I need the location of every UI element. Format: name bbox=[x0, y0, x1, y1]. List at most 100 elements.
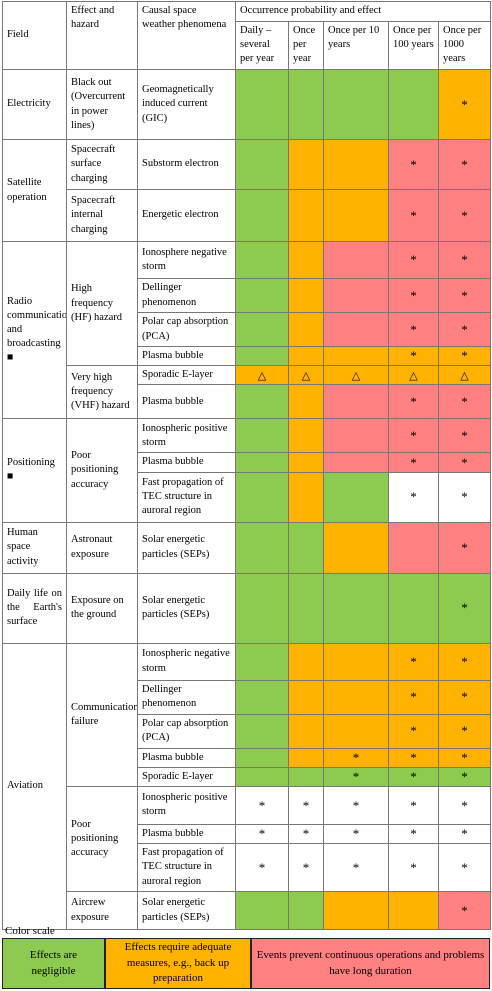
probability-cell bbox=[388, 521, 439, 574]
probability-cell: * bbox=[437, 747, 492, 768]
probability-cell bbox=[235, 418, 289, 454]
effect-cell: Communication failure bbox=[66, 642, 138, 787]
asterisk-mark: * bbox=[410, 156, 417, 172]
probability-cell: * bbox=[323, 843, 389, 893]
probability-cell bbox=[388, 572, 439, 644]
probability-cell: * bbox=[323, 766, 389, 787]
asterisk-mark: * bbox=[461, 797, 468, 813]
legend-prevent: Events prevent continuous operations and… bbox=[251, 938, 490, 989]
probability-cell: * bbox=[437, 843, 492, 893]
effect-cell: Astronaut exposure bbox=[66, 521, 138, 574]
probability-cell: * bbox=[437, 642, 492, 681]
phenomenon-cell: Ionospheric negative storm bbox=[137, 642, 236, 681]
asterisk-mark: * bbox=[302, 797, 310, 813]
phenomenon-cell: Ionospheric positive storm bbox=[137, 418, 236, 454]
probability-cell bbox=[323, 345, 389, 367]
effect-cell: Exposure on the ground bbox=[66, 572, 138, 644]
probability-cell bbox=[235, 891, 289, 931]
asterisk-mark: * bbox=[410, 252, 417, 268]
probability-cell: * bbox=[388, 139, 439, 190]
header-causal: Causal space weather phenomena bbox=[137, 1, 236, 70]
effect-cell: Spacecraft surface charging bbox=[66, 139, 138, 190]
phenomenon-cell: Solar energetic particles (SEPs) bbox=[137, 572, 236, 644]
triangle-mark: △ bbox=[409, 370, 418, 383]
space-weather-hazard-table: Field Effect and hazard Causal space wea… bbox=[2, 1, 492, 931]
phenomenon-cell: Polar cap absorption (PCA) bbox=[137, 312, 236, 347]
probability-cell bbox=[288, 189, 324, 242]
probability-cell bbox=[323, 241, 389, 279]
field-daily-life: Daily life on the Earth's surface bbox=[2, 572, 67, 644]
probability-cell bbox=[323, 384, 389, 420]
asterisk-mark: * bbox=[461, 287, 468, 303]
probability-cell: * bbox=[388, 312, 439, 347]
probability-cell bbox=[235, 471, 289, 523]
triangle-mark: △ bbox=[257, 370, 267, 383]
probability-cell bbox=[288, 241, 324, 279]
probability-cell: * bbox=[437, 69, 492, 140]
asterisk-mark: * bbox=[410, 348, 417, 364]
phenomenon-cell: Plasma bubble bbox=[137, 384, 236, 420]
phenomenon-cell: Solar energetic particles (SEPs) bbox=[137, 521, 236, 574]
probability-cell bbox=[288, 766, 324, 787]
phenomenon-cell: Fast propagation of TEC structure in aur… bbox=[137, 471, 236, 523]
asterisk-mark: * bbox=[410, 749, 417, 765]
probability-cell: * bbox=[388, 241, 439, 279]
phenomenon-cell: Ionosphere negative storm bbox=[137, 241, 236, 279]
legend-measures: Effects require adequate measures, e.g.,… bbox=[105, 938, 251, 989]
probability-cell bbox=[323, 139, 389, 190]
probability-cell: * bbox=[323, 785, 389, 825]
probability-cell bbox=[323, 713, 389, 749]
probability-cell bbox=[288, 69, 324, 140]
probability-cell: * bbox=[437, 278, 492, 313]
asterisk-mark: * bbox=[461, 321, 468, 337]
header-effect: Effect and hazard bbox=[66, 1, 138, 70]
probability-cell bbox=[323, 278, 389, 313]
asterisk-mark: * bbox=[410, 689, 417, 705]
asterisk-mark: * bbox=[258, 859, 266, 875]
asterisk-mark: * bbox=[461, 902, 468, 918]
probability-cell: * bbox=[388, 843, 439, 893]
effect-cell: Aircrew exposure bbox=[66, 891, 138, 931]
asterisk-mark: * bbox=[461, 826, 468, 842]
probability-cell bbox=[323, 189, 389, 242]
probability-cell: * bbox=[437, 471, 492, 523]
phenomenon-cell: Solar energetic particles (SEPs) bbox=[137, 891, 236, 931]
probability-cell bbox=[235, 312, 289, 347]
header-freq-10yr: Once per 10 years bbox=[323, 21, 389, 70]
probability-cell bbox=[388, 69, 439, 140]
phenomenon-cell: Plasma bubble bbox=[137, 747, 236, 768]
probability-cell: * bbox=[388, 471, 439, 523]
probability-cell bbox=[235, 679, 289, 715]
phenomenon-cell: Sporadic E-layer bbox=[137, 766, 236, 787]
probability-cell bbox=[288, 521, 324, 574]
probability-cell: * bbox=[388, 766, 439, 787]
asterisk-mark: * bbox=[352, 769, 360, 784]
probability-cell: △ bbox=[388, 365, 439, 386]
probability-cell bbox=[288, 384, 324, 420]
asterisk-mark: * bbox=[352, 859, 360, 875]
asterisk-mark: * bbox=[352, 797, 360, 813]
asterisk-mark: * bbox=[461, 428, 468, 444]
asterisk-mark: * bbox=[461, 859, 468, 875]
header-freq-daily: Daily –several per year bbox=[235, 21, 289, 70]
probability-cell bbox=[235, 521, 289, 574]
field-electricity: Electricity bbox=[2, 69, 67, 140]
probability-cell bbox=[235, 69, 289, 140]
probability-cell: * bbox=[437, 713, 492, 749]
phenomenon-cell: Ionospheric positive storm bbox=[137, 785, 236, 825]
field-positioning: Positioning ■ bbox=[2, 418, 67, 523]
header-occurrence: Occurrence probability and effect bbox=[234, 1, 492, 22]
phenomenon-cell: Plasma bubble bbox=[137, 345, 236, 367]
probability-cell: △ bbox=[288, 365, 324, 386]
probability-cell: * bbox=[437, 521, 492, 574]
probability-cell bbox=[235, 572, 289, 644]
asterisk-mark: * bbox=[461, 96, 468, 112]
probability-cell bbox=[235, 384, 289, 420]
probability-cell: * bbox=[437, 766, 492, 787]
probability-cell bbox=[235, 189, 289, 242]
asterisk-mark: * bbox=[410, 489, 417, 505]
probability-cell: * bbox=[388, 189, 439, 242]
color-scale-title: Color scale bbox=[5, 925, 55, 937]
probability-cell: * bbox=[388, 642, 439, 681]
asterisk-mark: * bbox=[461, 348, 468, 364]
